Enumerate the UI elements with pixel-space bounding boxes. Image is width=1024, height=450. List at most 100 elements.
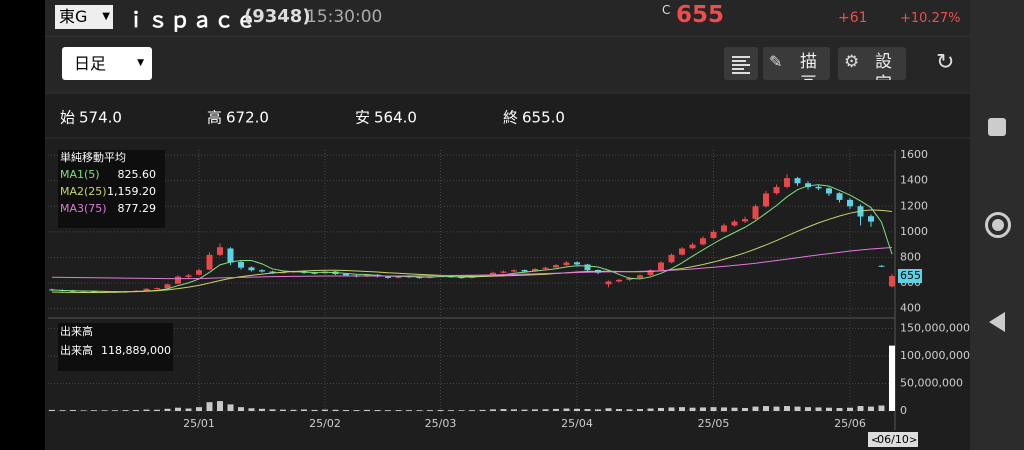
ohlc-value: 574.0 [79, 109, 122, 127]
volume-bar [143, 409, 150, 411]
volume-bar [227, 404, 234, 411]
legend-value: 877.29 [118, 202, 157, 215]
candle-body [700, 238, 706, 245]
candle-body [458, 277, 465, 279]
volume-bar [521, 409, 528, 411]
y-tick-label: 100,000,000 [900, 349, 970, 362]
candle-body [616, 279, 622, 282]
dropdown-arrow: ▼ [137, 58, 144, 68]
volume-bar [280, 409, 286, 411]
y-tick-label: 1600 [900, 148, 928, 161]
volume-bar [553, 408, 559, 411]
candle-body [500, 271, 507, 273]
volume-bar [406, 410, 412, 411]
ohlc-value: 564.0 [374, 109, 417, 127]
recent-apps-button[interactable] [988, 118, 1006, 136]
candle-body [731, 221, 738, 226]
back-button[interactable] [989, 312, 1005, 332]
candle-body [889, 275, 895, 287]
volume-bar [889, 345, 895, 411]
volume-bar [563, 408, 570, 411]
volume-bar [80, 410, 87, 411]
ohlc-name: 始 [60, 109, 75, 127]
candle-body [679, 248, 685, 255]
volume-bar [647, 408, 654, 411]
candle-body [395, 275, 402, 278]
candle-body [542, 267, 549, 269]
volume-bar [395, 410, 402, 411]
candle-body [154, 288, 160, 290]
candle-body [553, 265, 559, 268]
cursor-date: 06/10 [877, 433, 909, 446]
volume-bar [878, 405, 885, 411]
legend-value: 825.60 [118, 168, 157, 181]
period-label: 日足 [74, 54, 107, 73]
stock-name: ｉｓｐａｃｅ [126, 8, 258, 32]
home-button[interactable] [985, 212, 1011, 238]
x-tick-label: 25/02 [309, 417, 341, 430]
candle-body [742, 219, 748, 222]
y-tick-label: 1400 [900, 174, 928, 187]
quote-time: 15:30:00 [306, 7, 383, 27]
candle-body [248, 267, 255, 271]
pencil-icon: ✎ [769, 52, 783, 71]
volume-bar [164, 408, 171, 411]
volume-bar [752, 406, 759, 411]
volume-bar [679, 407, 685, 411]
volume-bar [364, 409, 370, 411]
refresh-button[interactable]: ↻ [936, 50, 955, 75]
volume-bar [584, 409, 591, 411]
candle-body [647, 270, 654, 276]
y-tick-label: 50,000,000 [900, 377, 963, 390]
volume-bar [658, 407, 664, 411]
volume-bar [815, 407, 822, 411]
volume-bar [458, 410, 465, 411]
candle-body [868, 216, 874, 222]
candle-body [773, 187, 780, 194]
candle-body [175, 276, 181, 284]
volume-bar [49, 409, 55, 411]
volume-title: 出来高 [60, 324, 93, 338]
candle-body [574, 262, 580, 265]
volume-bar [416, 410, 423, 411]
candle-body [521, 269, 528, 272]
candle-body [259, 270, 265, 272]
volume-bar [374, 410, 381, 411]
market-select[interactable]: 東G ▼ [55, 5, 113, 29]
candle-body [385, 276, 391, 278]
volume-bar [479, 409, 486, 411]
volume-bar [542, 409, 549, 411]
candle-body [490, 272, 496, 276]
cursor-arrow: < [871, 435, 879, 446]
candle-body [416, 277, 423, 279]
legend-title: 単純移動平均 [60, 150, 126, 164]
volume-bar [91, 410, 97, 411]
candle-body [836, 193, 843, 200]
cursor-date-box [868, 432, 918, 447]
draw-button[interactable]: ✎ 描画 [763, 47, 830, 80]
settings-label: 設定 [875, 52, 892, 80]
current-price: 655 [676, 2, 725, 28]
candle-body [763, 193, 769, 207]
candle-body [164, 284, 171, 289]
candle-body [185, 275, 192, 277]
candle-body [710, 231, 717, 238]
volume-bar [112, 410, 118, 411]
volume-bar [332, 409, 339, 411]
volume-bar [605, 408, 612, 411]
indicator-button[interactable] [724, 47, 758, 80]
volume-bar [290, 409, 297, 411]
period-select[interactable]: 日足 ▼ [62, 47, 152, 80]
candle-body [626, 277, 633, 280]
settings-button[interactable]: ⚙ 設定 [838, 47, 906, 80]
volume-bar [637, 409, 643, 411]
candle-body [80, 290, 87, 292]
candle-body [532, 268, 538, 272]
price-prefix: C [662, 3, 671, 17]
y-tick-label: 0 [900, 404, 907, 417]
candle-body [752, 206, 759, 219]
moving-average-line [51, 247, 893, 280]
candle-body [784, 178, 790, 187]
gear-icon: ⚙ [844, 52, 860, 72]
